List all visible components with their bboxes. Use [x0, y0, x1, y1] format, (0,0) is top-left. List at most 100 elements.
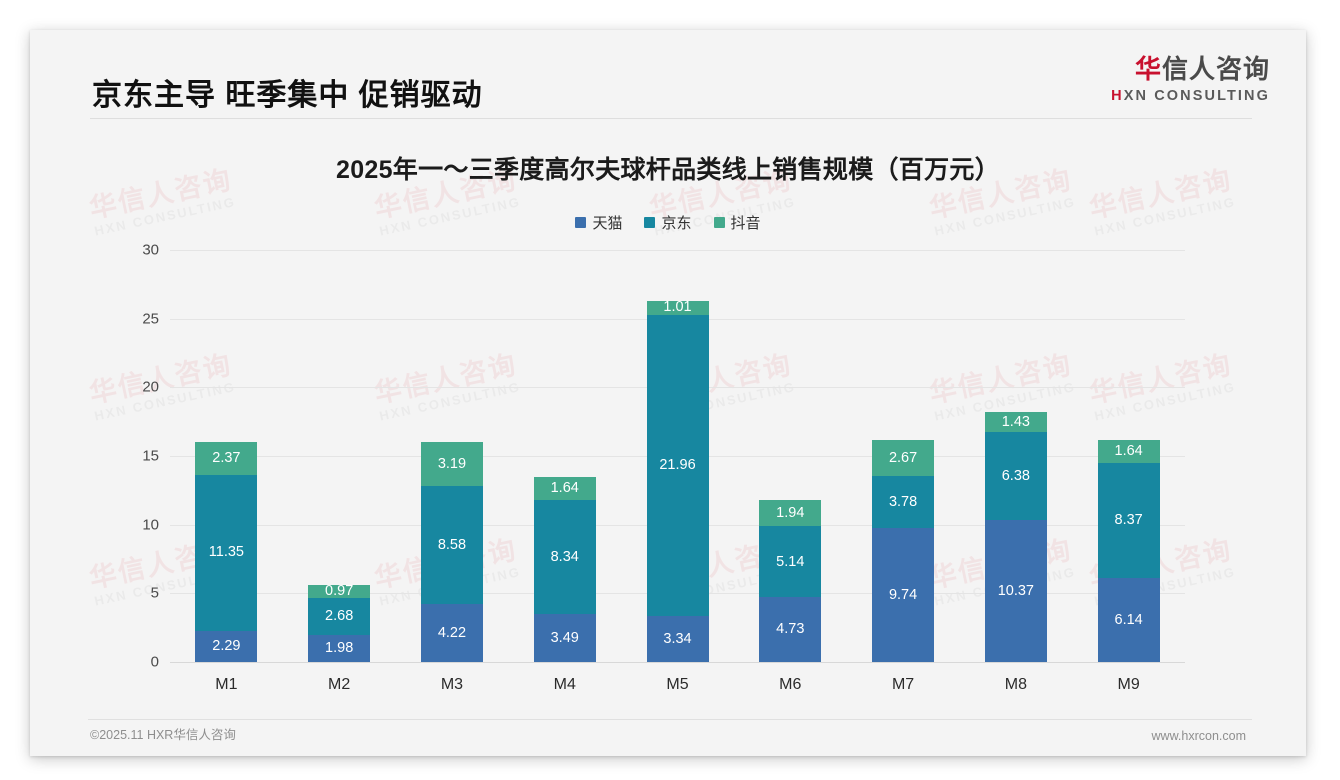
- bar-segment-天猫[interactable]: 4.22: [420, 604, 483, 662]
- gridline: 0: [151, 654, 1185, 671]
- bar-value-label: 2.67: [888, 449, 918, 466]
- legend-swatch-icon: [713, 217, 725, 228]
- legend-swatch-icon: [644, 217, 656, 228]
- bar-segment-天猫[interactable]: 1.98: [308, 634, 371, 662]
- bar-group-M6: 4.73 5.14 1.94 M6: [734, 250, 847, 693]
- y-axis-tick-label: 25: [142, 310, 159, 328]
- bar-segment-天猫[interactable]: 9.74: [872, 528, 935, 662]
- x-axis-tick-label: M5: [666, 676, 689, 693]
- chart-plot-area: 0 5 10 15 20 25 30 2.29 11.35 2.37 M1 1.98 2.68 0.97…: [142, 242, 1185, 693]
- bar-value-label: 4.22: [437, 624, 467, 641]
- y-axis-tick-label: 15: [142, 447, 159, 465]
- bar-stack: 6.14 8.37 1.64: [1097, 440, 1160, 662]
- bar-segment-天猫[interactable]: 4.73: [759, 597, 822, 662]
- bar-value-label: 11.35: [208, 544, 244, 561]
- y-axis-tick-label: 0: [150, 653, 159, 671]
- footer-divider: [88, 719, 1252, 720]
- bar-value-label: 3.78: [888, 494, 918, 511]
- bar-segment-抖音[interactable]: 0.97: [308, 584, 371, 599]
- legend-label: 天猫: [592, 215, 623, 232]
- bar-segment-京东[interactable]: 11.35: [195, 474, 258, 631]
- bar-stack: 10.37 6.38 1.43: [984, 412, 1047, 662]
- slide-card: 华信人咨询 HXN CONSULTING 华信人咨询 HXN CONSULTING 华信…: [30, 30, 1306, 756]
- bar-value-label: 2.37: [212, 450, 241, 467]
- bar-segment-京东[interactable]: 2.68: [308, 598, 371, 635]
- bar-group-M4: 3.49 8.34 1.64 M4: [508, 250, 621, 693]
- bar-segment-京东[interactable]: 8.58: [420, 486, 483, 605]
- legend-item-抖音[interactable]: 抖音: [713, 212, 761, 233]
- bar-segment-天猫[interactable]: 2.29: [195, 630, 258, 662]
- bar-value-label: 6.14: [1114, 611, 1143, 628]
- bar-value-label: 1.94: [776, 504, 805, 521]
- bar-segment-抖音[interactable]: 1.94: [759, 499, 822, 527]
- chart-title: 2025年一～三季度高尔夫球杆品类线上销售规模（百万元）: [335, 156, 1001, 184]
- legend-item-天猫[interactable]: 天猫: [575, 212, 622, 233]
- x-axis-tick-label: M9: [1117, 676, 1140, 693]
- gridline: 30: [142, 242, 1185, 259]
- bar-group-M8: 10.37 6.38 1.43 M8: [959, 250, 1072, 693]
- bar-segment-抖音[interactable]: 1.64: [533, 477, 596, 500]
- bar-value-label: 8.37: [1114, 511, 1143, 528]
- bar-value-label: 2.29: [212, 638, 241, 655]
- bar-segment-京东[interactable]: 3.78: [872, 476, 935, 529]
- bar-value-label: 5.14: [776, 553, 805, 570]
- chart-bars: 2.29 11.35 2.37 M1 1.98 2.68 0.97 M2 4.22 8.58 3.1…: [170, 250, 1185, 693]
- bar-stack: 9.74 3.78 2.67: [872, 439, 935, 662]
- legend-item-京东[interactable]: 京东: [644, 212, 692, 233]
- bar-segment-天猫[interactable]: 6.14: [1097, 577, 1160, 662]
- bar-segment-京东[interactable]: 5.14: [759, 526, 822, 598]
- brand-logo-cn: 华信人咨询: [1111, 56, 1270, 82]
- brand-logo-cn-red: 华: [1134, 54, 1162, 84]
- bar-stack: 4.73 5.14 1.94: [759, 499, 822, 662]
- page-title: 京东主导 旺季集中 促销驱动: [92, 79, 483, 112]
- bar-segment-京东[interactable]: 6.38: [984, 431, 1047, 520]
- bar-stack: 3.49 8.34 1.64: [533, 477, 596, 662]
- x-axis-tick-label: M7: [891, 676, 915, 693]
- bar-value-label: 0.97: [325, 584, 354, 599]
- bar-value-label: 21.96: [659, 457, 696, 474]
- bar-group-M9: 6.14 8.37 1.64 M9: [1072, 250, 1185, 693]
- x-axis-tick-label: M8: [1004, 676, 1027, 693]
- bar-value-label: 3.34: [663, 630, 692, 647]
- bar-segment-抖音[interactable]: 1.64: [1097, 440, 1160, 463]
- bar-segment-抖音[interactable]: 2.37: [195, 442, 258, 475]
- bar-group-M5: 3.34 21.96 1.01 M5: [621, 250, 734, 693]
- x-axis-tick-label: M3: [440, 676, 464, 693]
- chart-legend: 天猫 京东 抖音: [30, 212, 1306, 233]
- x-axis-tick-label: M1: [215, 676, 238, 693]
- bar-stack: 1.98 2.68 0.97: [308, 584, 371, 662]
- bar-segment-抖音[interactable]: 3.19: [420, 442, 483, 487]
- bar-segment-京东[interactable]: 8.37: [1097, 462, 1160, 578]
- bar-value-label: 8.58: [437, 536, 467, 553]
- bar-stack: 4.22 8.58 3.19: [420, 442, 483, 662]
- brand-logo: 华信人咨询 HXN CONSULTING: [1111, 56, 1270, 104]
- bar-segment-抖音[interactable]: 2.67: [872, 439, 935, 477]
- y-axis-tick-label: 10: [142, 516, 159, 534]
- y-axis-tick-label: 5: [150, 584, 159, 602]
- bar-value-label: 1.98: [325, 640, 354, 657]
- bar-value-label: 3.19: [437, 456, 467, 473]
- bar-value-label: 6.38: [1001, 467, 1030, 484]
- bar-value-label: 9.74: [888, 586, 918, 603]
- bar-segment-天猫[interactable]: 10.37: [984, 519, 1047, 662]
- bar-segment-京东[interactable]: 21.96: [646, 314, 709, 617]
- header-divider: [90, 118, 1252, 119]
- bar-segment-抖音[interactable]: 1.43: [984, 412, 1047, 432]
- bar-value-label: 1.43: [1001, 413, 1030, 430]
- y-axis-tick-label: 20: [142, 378, 159, 396]
- brand-logo-en-rest: XN CONSULTING: [1123, 88, 1270, 104]
- bar-segment-京东[interactable]: 8.34: [533, 499, 596, 615]
- y-axis-tick-label: 30: [142, 241, 159, 259]
- bar-value-label: 10.37: [997, 582, 1034, 599]
- bar-value-label: 1.64: [550, 480, 579, 497]
- bar-segment-天猫[interactable]: 3.34: [646, 616, 709, 662]
- bar-value-label: 4.73: [776, 621, 805, 638]
- bar-value-label: 1.01: [663, 300, 692, 315]
- footer-website: www.hxrcon.com: [1151, 729, 1246, 743]
- bar-segment-抖音[interactable]: 1.01: [646, 300, 709, 315]
- bar-segment-天猫[interactable]: 3.49: [533, 614, 596, 662]
- x-axis-tick-label: M2: [328, 676, 351, 693]
- legend-swatch-icon: [575, 217, 587, 228]
- bar-group-M3: 4.22 8.58 3.19 M3: [396, 250, 509, 693]
- bar-group-M2: 1.98 2.68 0.97 M2: [283, 250, 396, 693]
